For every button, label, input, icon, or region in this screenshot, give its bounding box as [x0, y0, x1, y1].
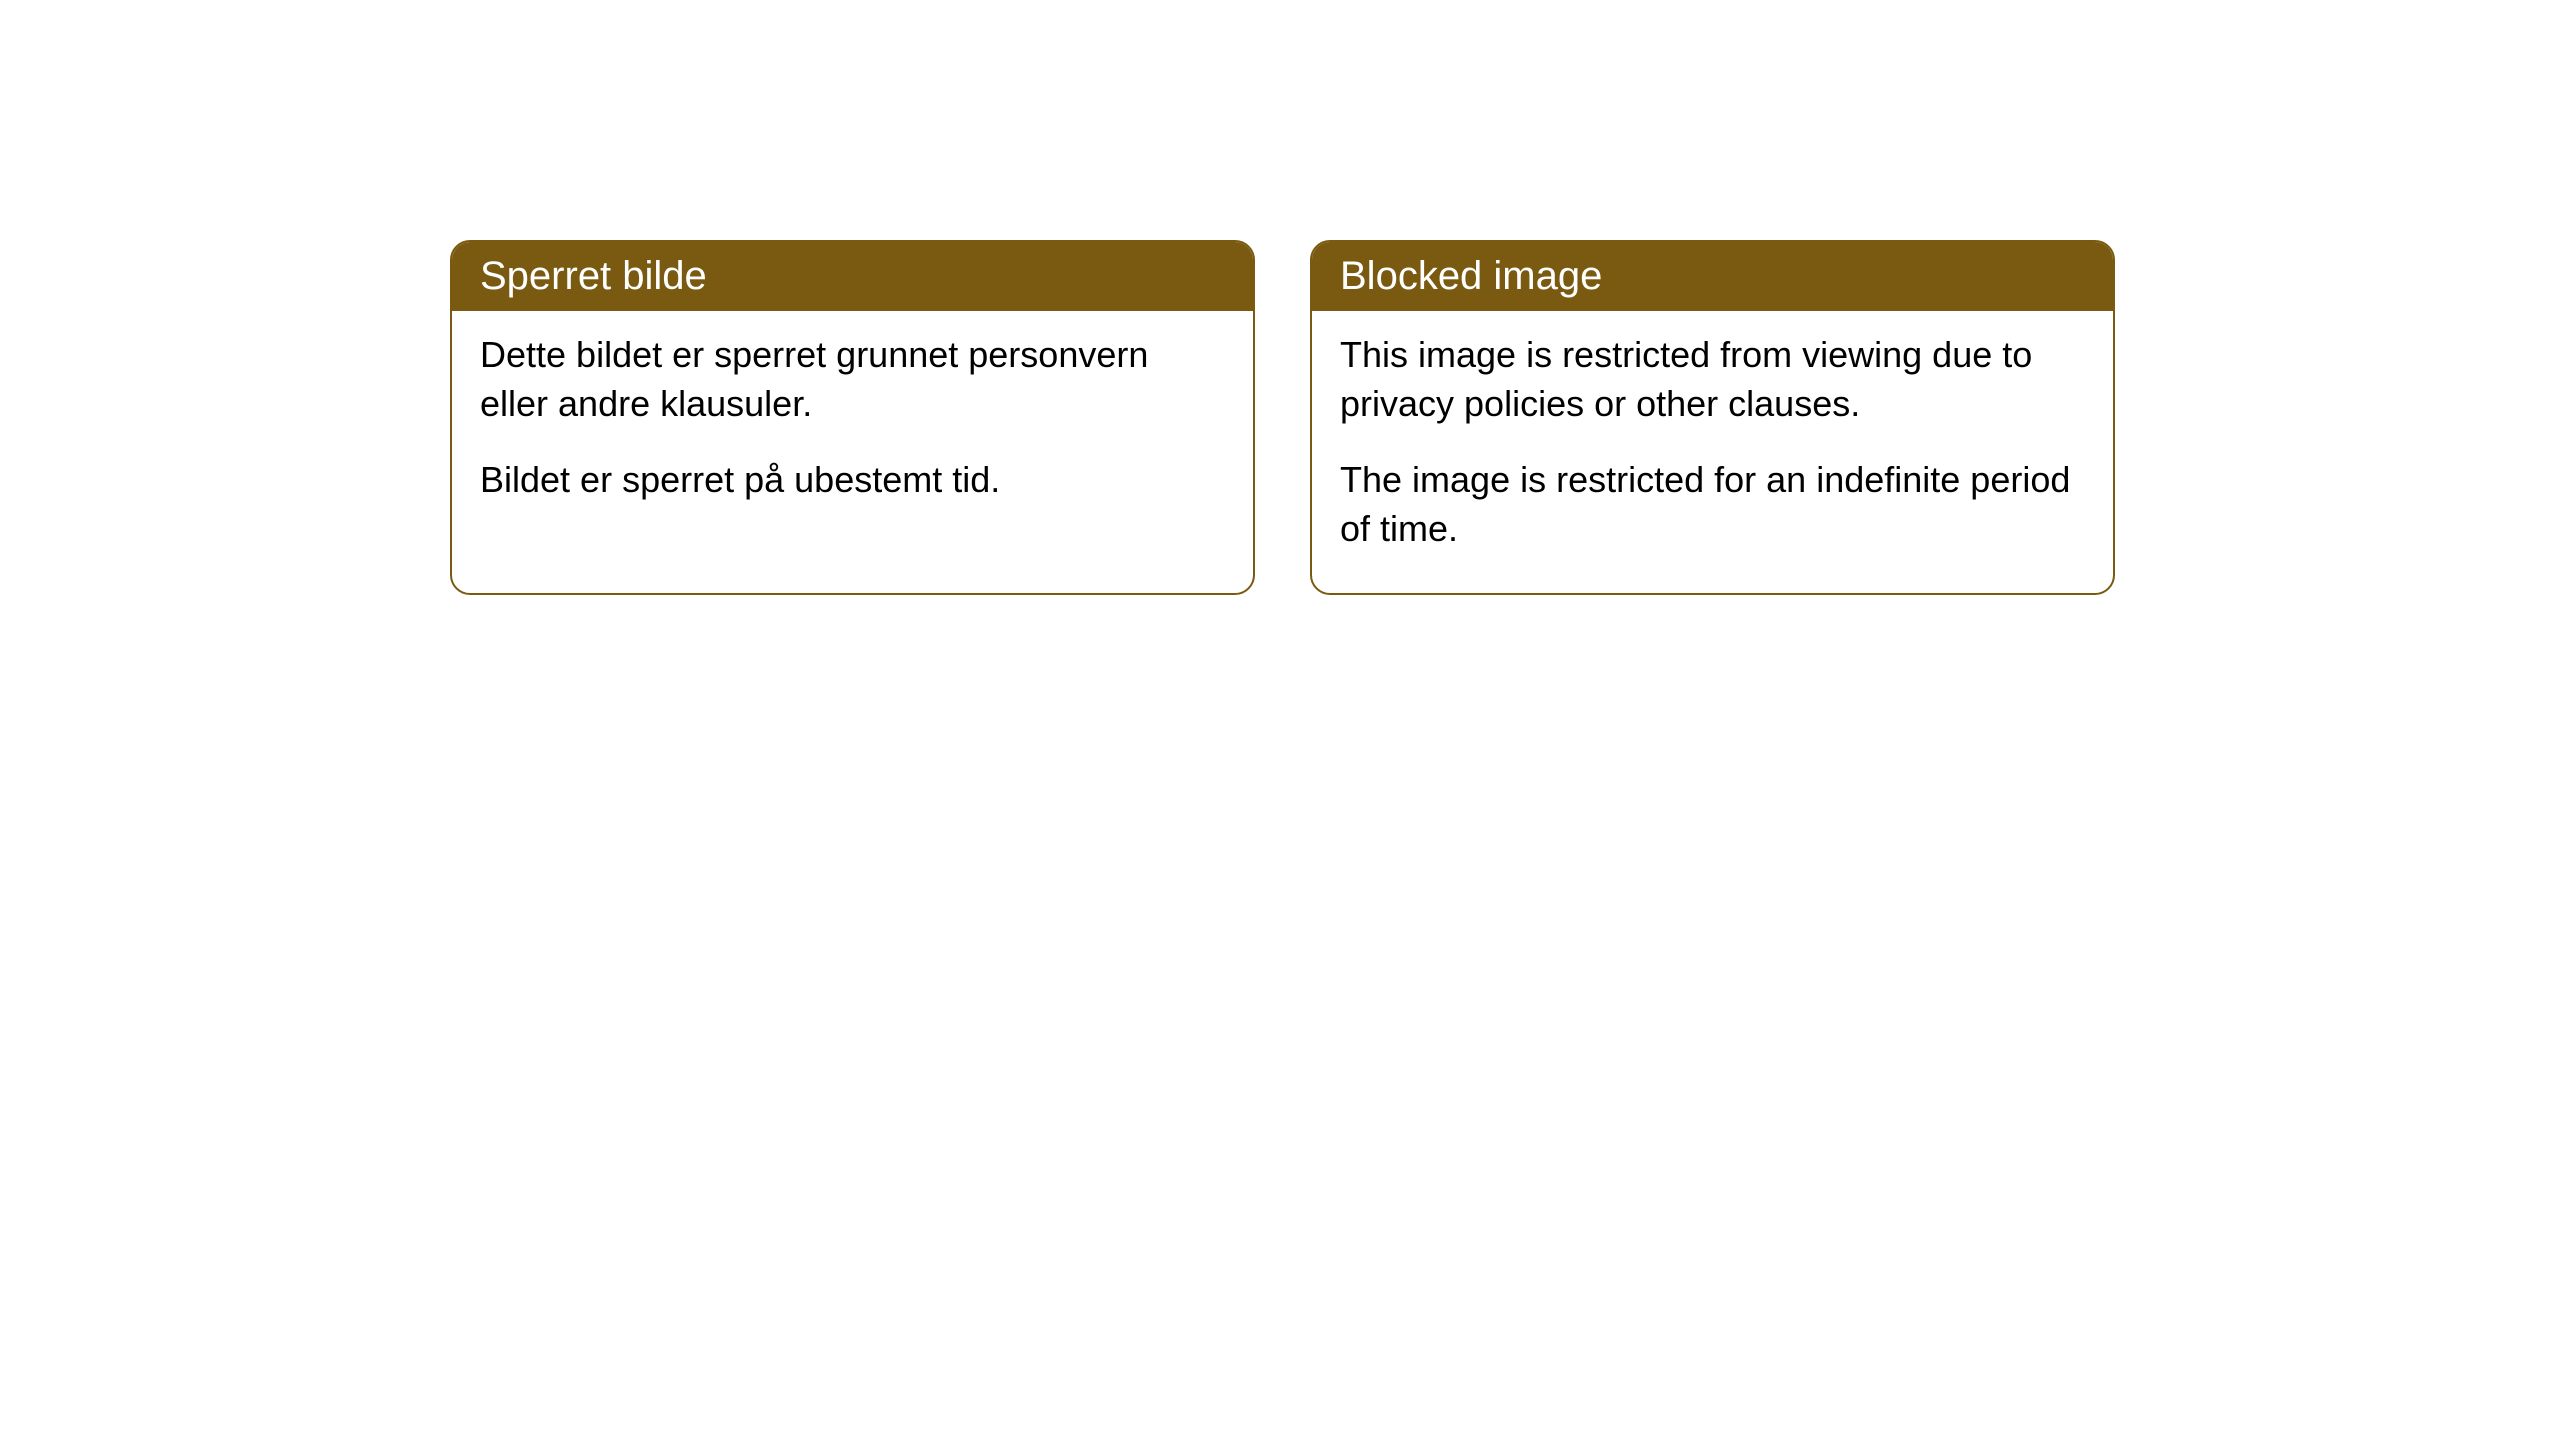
card-header-norwegian: Sperret bilde — [452, 242, 1253, 311]
card-title-norwegian: Sperret bilde — [480, 254, 707, 298]
card-english: Blocked image This image is restricted f… — [1310, 240, 2115, 595]
card-title-english: Blocked image — [1340, 254, 1602, 298]
card-paragraph-1-norwegian: Dette bildet er sperret grunnet personve… — [480, 331, 1225, 428]
card-paragraph-2-norwegian: Bildet er sperret på ubestemt tid. — [480, 456, 1225, 505]
card-body-norwegian: Dette bildet er sperret grunnet personve… — [452, 311, 1253, 545]
card-paragraph-1-english: This image is restricted from viewing du… — [1340, 331, 2085, 428]
card-norwegian: Sperret bilde Dette bildet er sperret gr… — [450, 240, 1255, 595]
cards-container: Sperret bilde Dette bildet er sperret gr… — [450, 240, 2115, 595]
card-paragraph-2-english: The image is restricted for an indefinit… — [1340, 456, 2085, 553]
card-body-english: This image is restricted from viewing du… — [1312, 311, 2113, 593]
card-header-english: Blocked image — [1312, 242, 2113, 311]
